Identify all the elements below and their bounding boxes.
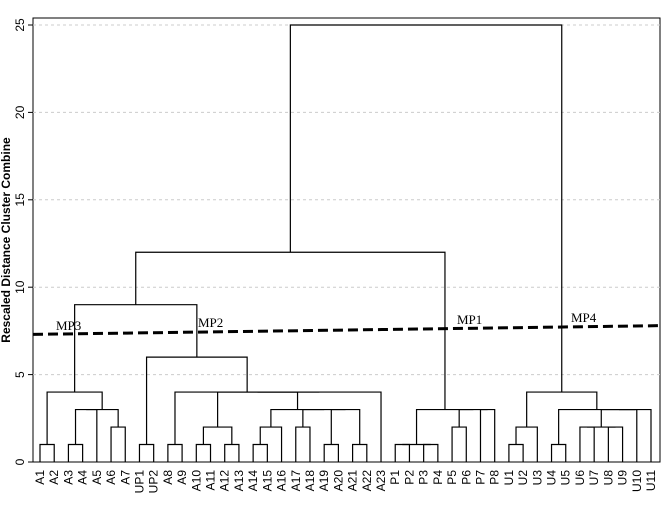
x-tick-label: U7 xyxy=(587,470,601,486)
x-tick-label: P5 xyxy=(445,470,459,485)
x-tick-label: U3 xyxy=(530,470,544,486)
merge-link xyxy=(619,408,652,462)
merge-link xyxy=(202,426,233,445)
x-tick-label: A8 xyxy=(161,470,175,485)
x-tick-label: U1 xyxy=(502,470,516,486)
y-tick-label: 0 xyxy=(13,458,27,465)
merge-link xyxy=(550,443,567,462)
x-tick-label: P6 xyxy=(459,470,473,485)
x-tick-label: A6 xyxy=(104,470,118,485)
merge-link xyxy=(458,408,488,428)
x-tick-label: U9 xyxy=(616,470,630,486)
merge-link xyxy=(195,443,212,462)
y-tick-label: 15 xyxy=(13,193,27,207)
x-tick-label: A4 xyxy=(76,470,90,485)
annotation: MP2 xyxy=(198,315,223,330)
merge-link xyxy=(352,443,368,462)
annotation: MP1 xyxy=(457,312,482,327)
merge-link xyxy=(302,408,346,428)
y-tick-label: 20 xyxy=(13,105,27,119)
x-tick-label: A14 xyxy=(246,470,260,492)
x-tick-label: A3 xyxy=(61,470,75,485)
merge-link xyxy=(451,426,467,462)
x-tick-label: A12 xyxy=(218,470,232,492)
x-tick-label: P2 xyxy=(402,470,416,485)
x-tick-label: A19 xyxy=(317,470,331,492)
merge-link xyxy=(138,443,155,462)
cut-line xyxy=(32,324,661,336)
merge-link xyxy=(252,443,268,462)
merge-link xyxy=(39,443,55,462)
x-tick-label: A5 xyxy=(90,470,104,485)
plot-frame xyxy=(32,17,661,463)
y-tick-label: 25 xyxy=(13,18,27,32)
x-tick-label: A11 xyxy=(204,470,218,491)
x-tick-label: UP2 xyxy=(147,470,161,494)
x-tick-label: U10 xyxy=(630,470,644,492)
merge-link xyxy=(110,426,126,462)
x-tick-label: A17 xyxy=(289,470,303,492)
x-tick-label: A1 xyxy=(33,470,47,485)
merge-link xyxy=(508,443,524,462)
x-tick-label: A22 xyxy=(360,470,374,492)
merge-link xyxy=(46,391,103,445)
x-tick-label: U4 xyxy=(545,470,559,486)
y-tick-label: 5 xyxy=(13,371,27,378)
merge-link xyxy=(415,408,474,445)
x-tick-label: P8 xyxy=(488,470,502,485)
merge-link xyxy=(526,391,598,428)
merge-link xyxy=(330,408,361,445)
merge-link xyxy=(174,391,320,445)
merge-link xyxy=(558,408,636,445)
x-tick-label: A18 xyxy=(303,470,317,492)
merge-link xyxy=(423,443,439,462)
x-tick-label: P4 xyxy=(431,470,445,485)
merge-link xyxy=(74,408,98,462)
annotation: MP4 xyxy=(571,310,597,325)
x-tick-label: A16 xyxy=(275,470,289,492)
x-tick-label: U6 xyxy=(573,470,587,486)
merge-link xyxy=(270,408,325,428)
x-tick-label: A10 xyxy=(189,470,203,492)
merge-link xyxy=(600,408,638,462)
y-tick-label: 10 xyxy=(13,280,27,294)
x-tick-label: A23 xyxy=(374,470,388,492)
x-tick-label: A21 xyxy=(346,470,360,492)
y-axis-label: Rescaled Distance Cluster Combine xyxy=(0,137,13,343)
merge-link xyxy=(323,443,339,462)
merge-link xyxy=(74,304,198,393)
x-tick-label: A7 xyxy=(118,470,132,485)
x-tick-label: U11 xyxy=(644,470,658,491)
x-tick-label: U2 xyxy=(516,470,530,486)
x-tick-label: A9 xyxy=(175,470,189,485)
x-tick-label: A15 xyxy=(260,470,274,492)
x-tick-label: P1 xyxy=(388,470,402,485)
merge-link xyxy=(607,426,624,462)
annotation: MP3 xyxy=(56,318,81,333)
x-tick-label: A13 xyxy=(232,470,246,492)
x-tick-label: U8 xyxy=(601,470,615,486)
x-tick-label: A2 xyxy=(47,470,61,485)
merge-link xyxy=(224,443,240,462)
merge-link xyxy=(67,443,84,462)
merge-link xyxy=(479,408,496,462)
x-tick-label: P3 xyxy=(417,470,431,485)
merge-link xyxy=(289,24,563,393)
merge-link xyxy=(295,426,311,462)
x-tick-label: U5 xyxy=(559,470,573,486)
merge-link xyxy=(86,408,119,428)
x-tick-label: UP1 xyxy=(132,470,146,494)
x-tick-label: A20 xyxy=(331,470,345,492)
merge-link xyxy=(167,443,183,462)
x-tick-label: P7 xyxy=(473,470,487,485)
merge-link xyxy=(394,443,411,462)
merge-link xyxy=(579,426,595,462)
